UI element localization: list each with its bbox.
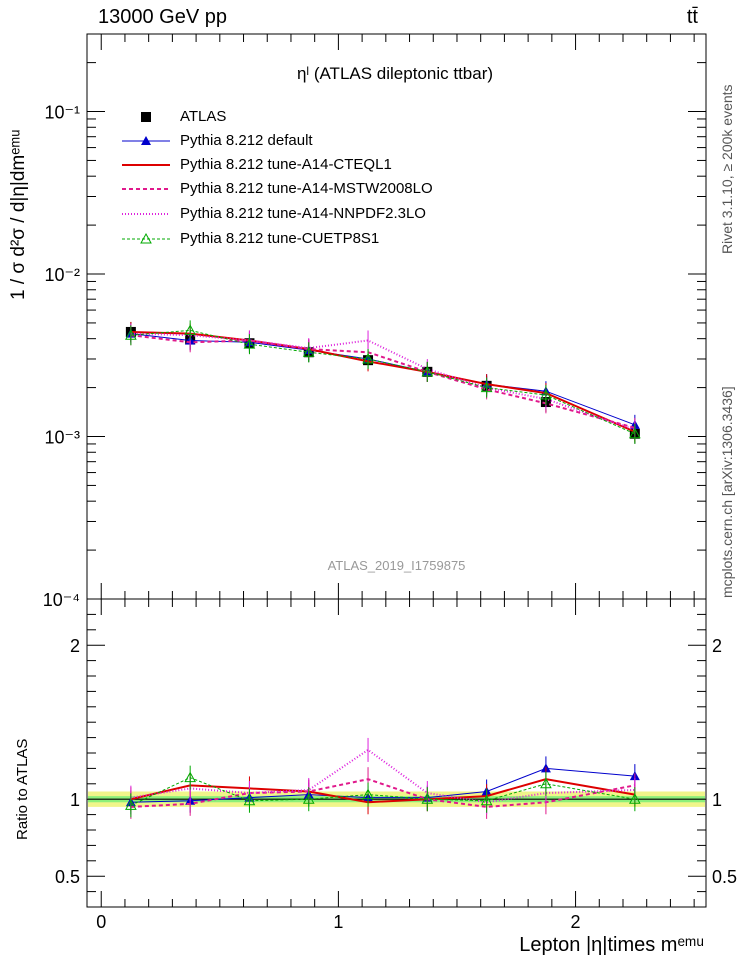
y-axis-label: 1 / σ d²σ / d|η|dmᵉᵐᵘ xyxy=(8,129,29,300)
ratio-data-point-cuetp xyxy=(540,777,552,789)
ratio-data-point-cuetp xyxy=(184,771,197,783)
ratio-data-point-cuetp xyxy=(629,793,641,804)
legend-entry-default: Pythia 8.212 default xyxy=(180,132,313,149)
top-series-line-cteql1 xyxy=(130,330,636,433)
y-tick-label: 10⁻⁴ xyxy=(43,590,80,610)
ratio-y-tick-label: 1 xyxy=(70,790,80,810)
top-series-line-default xyxy=(130,333,636,426)
top-data-point-cuetp xyxy=(243,338,256,349)
ratio-data-point-cuetp xyxy=(302,793,315,804)
ratio-data-point-cuetp xyxy=(243,794,256,806)
ratio-y-tick-label: 0.5 xyxy=(55,867,80,887)
legend-entry-cuetp: Pythia 8.212 tune-CUETP8S1 xyxy=(180,230,380,247)
y-tick-label: 10⁻¹ xyxy=(44,103,80,123)
top-data-point-cuetp xyxy=(629,427,641,439)
x-tick-label: 0 xyxy=(96,912,106,932)
legend-entry-mstw: Pythia 8.212 tune-A14-MSTW2008LO xyxy=(180,180,433,197)
energy-label: 13000 GeV pp xyxy=(98,6,227,28)
y-tick-label: 10⁻² xyxy=(44,265,80,285)
legend-marker-default xyxy=(141,136,151,145)
ratio-y-tick-label-right: 1 xyxy=(712,790,722,810)
top-series-line-mstw xyxy=(130,334,636,429)
ratio-y-axis-label: Ratio to ATLAS xyxy=(14,738,31,840)
process-label: tt̄ xyxy=(686,6,698,28)
top-series-line-cuetp xyxy=(130,329,636,435)
top-data-point-cuetp xyxy=(421,365,434,377)
ratio-panel-frame xyxy=(86,598,707,908)
ratio-data-point-cuetp xyxy=(125,799,137,810)
top-data-point-cuetp xyxy=(540,389,552,400)
top-data-point-cuetp xyxy=(480,381,493,393)
top-data-point-cuetp xyxy=(302,346,315,357)
ratio-y-tick-label-right: 2 xyxy=(712,636,722,656)
x-axis-label: Lepton |η|times mᵉᵐᵘ xyxy=(519,934,704,956)
legend-entry-cteql1: Pythia 8.212 tune-A14-CTEQL1 xyxy=(180,156,392,173)
legend-entry-nnpdf: Pythia 8.212 tune-A14-NNPDF2.3LO xyxy=(180,205,426,222)
top-series-line-nnpdf xyxy=(130,332,636,431)
mcplots-label: mcplots.cern.ch [arXiv:1306.3436] xyxy=(719,386,735,598)
ratio-series-line-nnpdf xyxy=(130,748,635,804)
ratio-data-point-cuetp xyxy=(480,794,493,806)
ratio-y-tick-label: 2 xyxy=(70,636,80,656)
y-tick-label: 10⁻³ xyxy=(44,428,80,448)
x-tick-label: 2 xyxy=(571,912,581,932)
legend-marker-atlas xyxy=(141,112,151,122)
analysis-watermark: ATLAS_2019_I1759875 xyxy=(327,558,466,573)
chart-title: ηˡ (ATLAS dileptonic ttbar) xyxy=(296,64,494,83)
top-data-point-cuetp xyxy=(184,324,197,335)
top-data-point-cuetp xyxy=(125,329,137,340)
ratio-data-point-cuetp xyxy=(362,788,374,800)
ratio-y-tick-label-right: 0.5 xyxy=(712,867,737,887)
legend-entry-atlas: ATLAS xyxy=(180,108,227,125)
top-data-point-cuetp xyxy=(362,352,374,364)
ratio-data-point-cuetp xyxy=(421,793,434,804)
x-tick-label: 1 xyxy=(333,912,343,932)
legend-marker-cuetp xyxy=(140,232,152,244)
